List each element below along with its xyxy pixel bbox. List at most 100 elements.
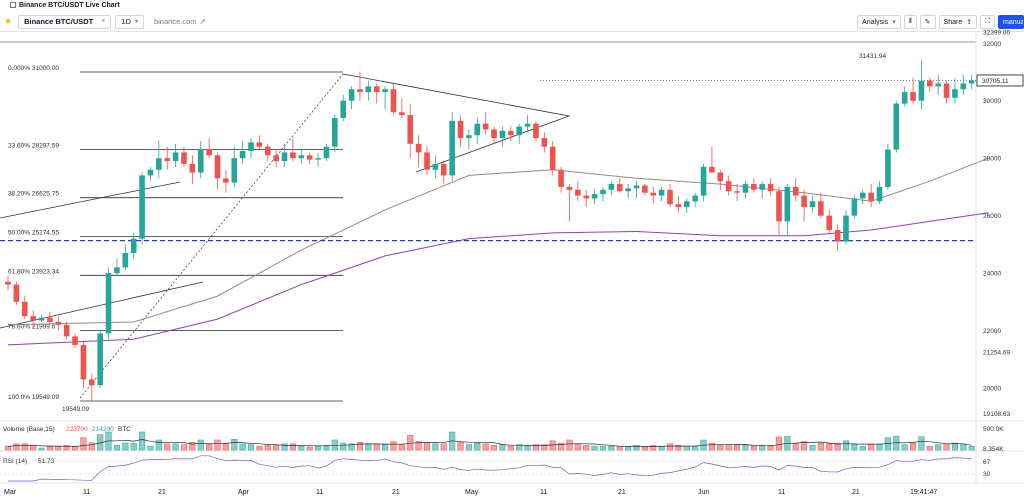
- volume-axis-min: 8.354K: [983, 446, 1004, 453]
- candle-body: [776, 191, 782, 222]
- candle-body: [549, 146, 556, 170]
- time-axis[interactable]: Mar 11 21 Apr 11 21 May 11 21 Jun 11 21 19:41:47: [0, 484, 1024, 504]
- volume-bar: [708, 442, 715, 451]
- candle-body: [55, 321, 62, 325]
- volume-bar: [55, 445, 62, 451]
- fib-diagonal[interactable]: [79, 73, 344, 399]
- volume-bar: [666, 443, 674, 451]
- source-link[interactable]: binance.com: [153, 17, 197, 26]
- draw-button[interactable]: ✎: [919, 15, 936, 29]
- price-chart[interactable]: 0.000% 31000.00 23.60% 28297.59 38.20% 266…: [0, 0, 1024, 484]
- candle-body: [943, 83, 950, 98]
- price-tick-label: 30000: [983, 98, 1001, 105]
- price-axis[interactable]: 32399.00 32000 30000 28000 26000 24000 22000 21…: [983, 29, 1010, 418]
- chevron-down-icon: ▾: [892, 19, 896, 26]
- candle-body: [348, 89, 355, 101]
- pennant-line[interactable]: [342, 73, 571, 173]
- candle-body: [910, 92, 916, 101]
- interval-selector[interactable]: 1D ▾: [115, 14, 144, 29]
- time-tick-label: 11: [83, 489, 90, 496]
- fullscreen-button[interactable]: ⛶: [980, 15, 995, 29]
- candle-body: [239, 151, 246, 159]
- share-button[interactable]: Share ⇪: [938, 15, 978, 29]
- volume-bar: [968, 445, 975, 451]
- candle-body: [935, 83, 941, 87]
- indicators-button[interactable]: ⫴: [903, 15, 917, 29]
- candle-body: [885, 149, 891, 187]
- volume-unit: BTC: [118, 426, 131, 433]
- volume-title: Volume (Base,15): [3, 426, 55, 433]
- time-tick-label: May: [465, 489, 479, 496]
- volume-bar: [641, 446, 648, 451]
- volume-bar: [809, 445, 816, 451]
- fib-level-label: 100.0% 19549.09: [8, 394, 59, 401]
- volume-bar: [633, 445, 640, 451]
- volume-bar: [239, 443, 246, 451]
- candle-body: [105, 273, 112, 334]
- volume-bar: [21, 443, 28, 451]
- fibonacci-retracement[interactable]: 0.000% 31000.00 23.60% 28297.59 38.20% 266…: [8, 65, 343, 402]
- candle-body: [63, 324, 70, 337]
- price-tick-label: 28000: [983, 156, 1001, 163]
- candle-body: [717, 172, 724, 182]
- symbol-selector[interactable]: Binance BTC/USDT ×: [18, 14, 112, 29]
- volume-bar: [868, 443, 875, 451]
- candle-body: [616, 184, 623, 192]
- external-link-icon[interactable]: ↗: [199, 17, 206, 26]
- time-tick-label: 11: [316, 489, 323, 496]
- volume-bar: [951, 442, 958, 451]
- volume-bar: [71, 445, 79, 451]
- close-icon[interactable]: ×: [101, 18, 106, 25]
- volume-bar: [423, 442, 431, 451]
- trend-line-lower[interactable]: [0, 281, 204, 329]
- candle-body: [365, 86, 372, 93]
- candle-body: [290, 152, 296, 159]
- volume-bar: [767, 445, 774, 451]
- candle-body: [47, 317, 53, 322]
- volume-bar: [616, 445, 623, 451]
- analysis-button[interactable]: Analysis ▾: [857, 15, 901, 29]
- volume-bar: [792, 443, 799, 451]
- candle-body: [248, 142, 254, 152]
- window-title: Binance BTC/USDT Live Chart: [19, 2, 120, 9]
- candle-body: [683, 201, 690, 208]
- volume-bar: [256, 445, 263, 451]
- fullscreen-icon: ⛶: [985, 18, 990, 25]
- volume-bar: [30, 445, 37, 451]
- volume-bar: [206, 444, 213, 451]
- volume-bar: [692, 445, 699, 451]
- volume-bar: [298, 445, 305, 451]
- volume-bar: [507, 445, 514, 451]
- candle-body: [751, 184, 757, 190]
- fib-level-label: 50.00% 25274.55: [8, 229, 59, 236]
- volume-bar: [315, 445, 322, 451]
- candle-body: [734, 191, 740, 193]
- volume-bar: [591, 445, 598, 451]
- candle-body: [742, 184, 749, 193]
- time-tick-label: Jun: [698, 489, 709, 496]
- time-tick-label: 11: [778, 489, 785, 496]
- candle-body: [147, 169, 154, 176]
- trend-lines[interactable]: [0, 73, 571, 399]
- volume-bar: [247, 444, 255, 451]
- candle-body: [432, 163, 439, 170]
- volume-bar: [566, 439, 573, 451]
- candle-body: [323, 146, 330, 159]
- star-icon[interactable]: ★: [4, 16, 13, 26]
- candle-body: [700, 166, 707, 196]
- time-tick-label: 21: [392, 489, 400, 496]
- time-tick-label: 21: [158, 489, 166, 496]
- trend-line-upper[interactable]: [0, 181, 181, 219]
- candle-body: [759, 184, 765, 190]
- volume-bar: [4, 445, 12, 451]
- candle-body: [457, 120, 464, 139]
- volume-bar: [382, 443, 389, 451]
- candle-body: [633, 185, 640, 189]
- fib-level-label: 23.60% 28297.59: [8, 143, 59, 150]
- candle-body: [591, 194, 598, 199]
- volume-bar: [348, 443, 355, 451]
- candle-body: [189, 163, 196, 173]
- pencil-icon: ✎: [924, 19, 931, 26]
- candle-body: [264, 146, 271, 156]
- time-tick-label: Apr: [238, 489, 250, 496]
